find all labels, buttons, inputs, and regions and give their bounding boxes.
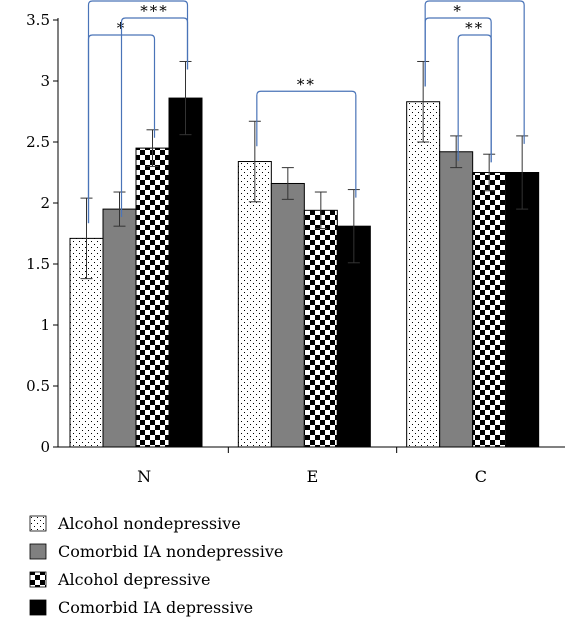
legend-swatch (29, 543, 47, 560)
bar (303, 209, 338, 448)
legend-label: Comorbid IA nondepressive (58, 542, 283, 561)
error-bar (314, 191, 327, 230)
significance-label: *** (124, 0, 153, 3)
legend-item: Comorbid IA depressive (29, 598, 253, 617)
x-category-label: N (137, 467, 151, 486)
significance-bracket: ** (457, 19, 492, 163)
bar (168, 97, 203, 448)
significance-bracket: *** (424, 0, 525, 144)
legend-swatch (29, 571, 47, 588)
error-bar (248, 120, 261, 203)
y-tick-label: 1.5 (26, 255, 50, 273)
significance-bracket-line (256, 90, 357, 198)
significance-label: ** (297, 75, 316, 93)
y-tick-label: 3.5 (26, 11, 50, 29)
legend-item: Alcohol nondepressive (29, 514, 241, 533)
legend-swatch (29, 515, 47, 532)
y-tick-label: 0.5 (26, 377, 50, 395)
significance-bracket-line (424, 0, 525, 144)
legend-label: Comorbid IA depressive (58, 598, 253, 617)
significance-bracket-line (457, 34, 492, 163)
significance-label: ** (465, 19, 484, 37)
bar (270, 182, 305, 448)
bar (439, 151, 474, 448)
error-bar (483, 153, 496, 192)
significance-label: * (453, 2, 463, 20)
bar (135, 147, 170, 448)
error-bar (516, 135, 529, 210)
error-bar (146, 129, 159, 167)
legend-label: Alcohol depressive (57, 570, 211, 589)
error-bar (347, 189, 360, 264)
bar (406, 101, 441, 448)
x-category-label: C (475, 467, 487, 486)
bar (237, 161, 272, 448)
error-bar (450, 135, 463, 169)
legend-label: Alcohol nondepressive (57, 514, 241, 533)
y-tick-label: 1 (40, 316, 50, 334)
error-bar (281, 167, 294, 200)
y-tick-label: 3 (40, 72, 50, 90)
error-bar (417, 60, 430, 143)
significance-label: *** (140, 2, 169, 20)
error-bar (80, 197, 93, 280)
significance-bracket: ** (256, 75, 357, 198)
y-tick-label: 2 (40, 194, 50, 212)
legend-item: Alcohol depressive (29, 570, 211, 589)
significance-label: * (117, 19, 127, 37)
bar (472, 172, 507, 448)
error-bar (179, 60, 192, 136)
bar (102, 208, 137, 448)
significance-label: *** (460, 0, 489, 3)
legend-item: Comorbid IA nondepressive (29, 542, 283, 561)
y-tick-label: 2.5 (26, 133, 50, 151)
x-category-label: E (307, 467, 319, 486)
error-bar (113, 191, 126, 227)
bar (505, 172, 540, 448)
significance-bracket-line (87, 0, 189, 224)
legend-swatch (29, 599, 47, 616)
y-tick-label: 0 (40, 438, 50, 456)
significance-bracket: *** (87, 0, 189, 224)
